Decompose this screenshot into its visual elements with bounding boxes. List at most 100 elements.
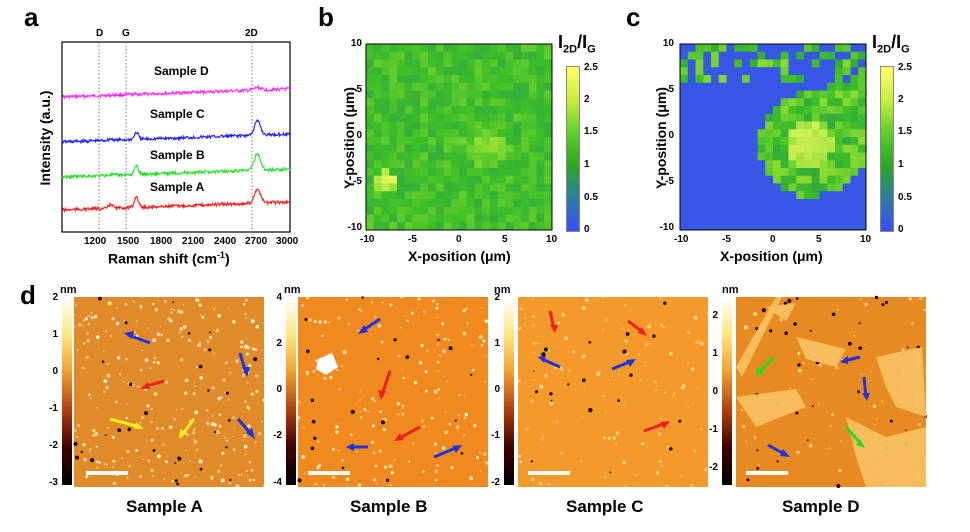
heatmap-cell bbox=[490, 82, 499, 91]
heatmap-cell bbox=[505, 222, 514, 231]
heatmap-cell bbox=[490, 59, 499, 68]
heatmap-cell bbox=[490, 144, 499, 153]
heatmap-cell bbox=[459, 90, 468, 99]
heatmap-cell bbox=[544, 206, 553, 215]
heatmap-cell bbox=[528, 175, 537, 184]
heatmap-cell bbox=[497, 137, 506, 146]
heatmap-cell bbox=[505, 175, 514, 184]
heatmap-cell bbox=[544, 214, 553, 223]
heatmap-cell bbox=[451, 67, 460, 76]
heatmap-cell bbox=[734, 67, 743, 76]
heatmap-cell bbox=[718, 175, 727, 184]
heatmap-cell bbox=[428, 121, 437, 130]
heatmap-cell bbox=[536, 129, 545, 138]
heatmap-cell bbox=[381, 183, 390, 192]
heatmap-cell bbox=[544, 44, 553, 53]
heatmap-cell bbox=[513, 214, 522, 223]
heatmap-cell bbox=[850, 199, 859, 208]
heatmap-cell bbox=[788, 113, 797, 122]
heatmap-cell bbox=[804, 175, 813, 184]
heatmap-cell bbox=[742, 98, 751, 107]
heatmap-cell bbox=[366, 44, 375, 53]
heatmap-cell bbox=[420, 214, 429, 223]
heatmap-cell bbox=[428, 214, 437, 223]
heatmap-cell bbox=[788, 67, 797, 76]
panel-c-xticks: -10 -5 0 5 10 bbox=[674, 234, 871, 248]
heatmap-cell bbox=[482, 106, 491, 115]
heatmap-cell bbox=[497, 144, 506, 153]
heatmap-cell bbox=[711, 67, 720, 76]
heatmap-cell bbox=[765, 90, 774, 99]
spectrum-sample-a bbox=[61, 188, 291, 214]
heatmap-cell bbox=[749, 59, 758, 68]
heatmap-cell bbox=[497, 206, 506, 215]
heatmap-cell bbox=[474, 113, 483, 122]
heatmap-cell bbox=[742, 51, 751, 60]
heatmap-cell bbox=[842, 206, 851, 215]
heatmap-cell bbox=[466, 222, 475, 231]
heatmap-cell bbox=[544, 67, 553, 76]
heatmap-cell bbox=[757, 160, 766, 169]
heatmap-cell bbox=[680, 199, 689, 208]
afm-d-colorbar-ticks: 2 1 0 -1 -2 bbox=[698, 300, 718, 500]
heatmap-cell bbox=[528, 67, 537, 76]
heatmap-cell bbox=[842, 175, 851, 184]
heatmap-cell bbox=[482, 51, 491, 60]
cbar-tick: 0.5 bbox=[584, 192, 598, 203]
heatmap-cell bbox=[451, 199, 460, 208]
heatmap-cell bbox=[366, 175, 375, 184]
ytick: 0 bbox=[668, 130, 674, 141]
heatmap-cell bbox=[459, 144, 468, 153]
heatmap-cell bbox=[726, 175, 735, 184]
heatmap-cell bbox=[742, 144, 751, 153]
heatmap-cell bbox=[773, 51, 782, 60]
heatmap-cell bbox=[850, 160, 859, 169]
heatmap-cell bbox=[366, 183, 375, 192]
heatmap-cell bbox=[528, 222, 537, 231]
heatmap-cell bbox=[428, 152, 437, 161]
heatmap-cell bbox=[749, 199, 758, 208]
heatmap-cell bbox=[373, 113, 382, 122]
heatmap-cell bbox=[474, 59, 483, 68]
heatmap-cell bbox=[850, 82, 859, 91]
heatmap-cell bbox=[765, 44, 774, 53]
heatmap-cell bbox=[420, 168, 429, 177]
heatmap-cell bbox=[804, 199, 813, 208]
heatmap-cell bbox=[687, 59, 696, 68]
heatmap-cell bbox=[718, 152, 727, 161]
heatmap-cell bbox=[757, 75, 766, 84]
heatmap-cell bbox=[765, 129, 774, 138]
heatmap-cell bbox=[482, 168, 491, 177]
heatmap-cell bbox=[373, 144, 382, 153]
heatmap-cell bbox=[544, 75, 553, 84]
heatmap-cell bbox=[420, 75, 429, 84]
heatmap-cell bbox=[381, 214, 390, 223]
heatmap-cell bbox=[490, 44, 499, 53]
heatmap-cell bbox=[835, 137, 844, 146]
heatmap-cell bbox=[366, 152, 375, 161]
heatmap-cell bbox=[711, 160, 720, 169]
heatmap-cell bbox=[804, 98, 813, 107]
heatmap-cell bbox=[749, 75, 758, 84]
heatmap-cell bbox=[749, 160, 758, 169]
heatmap-cell bbox=[796, 199, 805, 208]
heatmap-cell bbox=[804, 106, 813, 115]
heatmap-cell bbox=[726, 137, 735, 146]
heatmap-cell bbox=[490, 214, 499, 223]
heatmap-cell bbox=[505, 183, 514, 192]
heatmap-cell bbox=[773, 160, 782, 169]
cbar-tick: 1 bbox=[52, 329, 58, 340]
heatmap-cell bbox=[466, 59, 475, 68]
heatmap-cell bbox=[420, 90, 429, 99]
heatmap-cell bbox=[428, 222, 437, 231]
heatmap-cell bbox=[474, 206, 483, 215]
heatmap-cell bbox=[373, 222, 382, 231]
heatmap-cell bbox=[373, 129, 382, 138]
ytick: -5 bbox=[353, 176, 362, 187]
afm-d-unit: nm bbox=[722, 284, 739, 296]
heatmap-cell bbox=[366, 137, 375, 146]
heatmap-cell bbox=[695, 82, 704, 91]
heatmap-cell bbox=[687, 222, 696, 231]
heatmap-cell bbox=[521, 183, 530, 192]
heatmap-cell bbox=[397, 44, 406, 53]
